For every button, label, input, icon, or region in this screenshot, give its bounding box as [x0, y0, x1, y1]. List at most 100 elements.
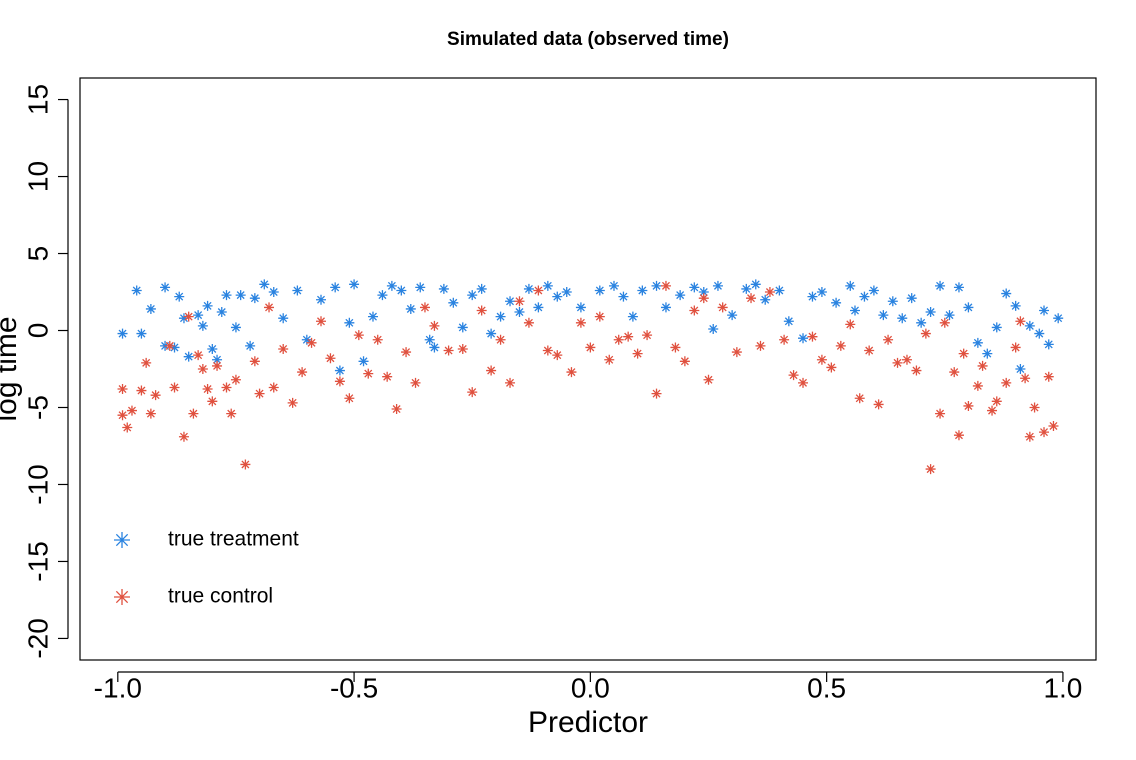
point — [495, 334, 506, 345]
point — [1010, 342, 1021, 353]
point — [991, 396, 1002, 407]
point — [594, 311, 605, 322]
point — [278, 313, 289, 324]
point — [353, 330, 364, 341]
point — [774, 285, 785, 296]
point — [698, 293, 709, 304]
x-tick-label: 1.0 — [1043, 672, 1082, 703]
point — [533, 285, 544, 296]
point — [741, 283, 752, 294]
point — [197, 320, 208, 331]
point — [363, 368, 374, 379]
point — [864, 345, 875, 356]
point — [982, 348, 993, 359]
point — [901, 354, 912, 365]
point — [240, 459, 251, 470]
point — [878, 310, 889, 321]
point — [382, 371, 393, 382]
point — [410, 377, 421, 388]
point — [642, 330, 653, 341]
point — [193, 310, 204, 321]
point — [750, 279, 761, 290]
point — [145, 303, 156, 314]
point — [249, 293, 260, 304]
point — [953, 282, 964, 293]
point — [197, 364, 208, 374]
point — [935, 408, 946, 419]
point — [212, 354, 223, 365]
point — [117, 410, 128, 421]
point — [145, 408, 156, 419]
point — [169, 382, 180, 393]
point — [287, 397, 298, 408]
point — [854, 393, 865, 404]
point — [594, 285, 605, 296]
point — [486, 328, 497, 339]
point — [760, 294, 771, 305]
point — [457, 322, 468, 333]
point — [561, 287, 572, 298]
x-tick-label: -0.5 — [330, 672, 378, 703]
point — [651, 280, 662, 291]
point — [141, 357, 152, 368]
point — [1015, 364, 1026, 374]
point — [1048, 420, 1059, 431]
point — [727, 310, 738, 321]
point — [835, 340, 846, 351]
point — [259, 279, 270, 290]
point — [230, 322, 241, 333]
point — [826, 362, 837, 373]
point — [689, 282, 700, 293]
point — [193, 350, 204, 361]
point — [202, 300, 213, 311]
point — [798, 377, 809, 388]
point — [963, 302, 974, 313]
point — [330, 282, 341, 293]
x-tick-label: 0.0 — [571, 672, 610, 703]
point — [160, 282, 171, 293]
point — [892, 357, 903, 368]
point — [906, 293, 917, 304]
y-tick-label: -15 — [22, 541, 53, 581]
point — [575, 302, 586, 313]
point — [367, 311, 378, 322]
point — [807, 331, 818, 342]
point — [377, 290, 388, 301]
point — [604, 354, 615, 365]
point — [505, 296, 516, 307]
point — [552, 291, 563, 302]
point — [117, 384, 128, 395]
point — [1015, 316, 1026, 327]
point — [188, 408, 199, 419]
point — [424, 334, 435, 345]
point — [689, 305, 700, 316]
point — [334, 365, 345, 376]
point — [632, 348, 643, 359]
plot-frame — [79, 77, 1097, 661]
legend-marker — [114, 532, 130, 548]
point — [212, 360, 223, 371]
point — [448, 297, 459, 308]
point — [911, 365, 922, 376]
point — [623, 331, 634, 342]
point — [944, 310, 955, 321]
y-tick-label: -10 — [22, 464, 53, 504]
point — [117, 328, 128, 339]
point — [972, 337, 983, 348]
point — [1024, 320, 1035, 331]
point — [268, 382, 279, 393]
point — [207, 343, 218, 354]
point — [235, 290, 246, 301]
point — [897, 313, 908, 324]
point — [122, 422, 133, 433]
point — [523, 283, 534, 294]
point — [164, 340, 175, 351]
point — [939, 317, 950, 328]
point — [372, 334, 383, 345]
point — [334, 376, 345, 387]
point — [1020, 373, 1031, 384]
point — [675, 290, 686, 301]
point — [613, 334, 624, 345]
point — [419, 302, 430, 313]
point — [316, 294, 327, 305]
